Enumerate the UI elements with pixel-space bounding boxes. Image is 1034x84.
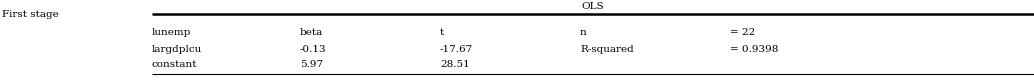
Text: t: t: [440, 28, 445, 37]
Text: lunemp: lunemp: [152, 28, 191, 37]
Text: constant: constant: [152, 60, 197, 69]
Text: R-squared: R-squared: [580, 45, 634, 54]
Text: beta: beta: [300, 28, 324, 37]
Text: -17.67: -17.67: [440, 45, 474, 54]
Text: First stage: First stage: [2, 10, 59, 19]
Text: 28.51: 28.51: [440, 60, 469, 69]
Text: -0.13: -0.13: [300, 45, 327, 54]
Text: OLS: OLS: [582, 2, 604, 11]
Text: largdplcu: largdplcu: [152, 45, 203, 54]
Text: 5.97: 5.97: [300, 60, 323, 69]
Text: = 22: = 22: [730, 28, 755, 37]
Text: = 0.9398: = 0.9398: [730, 45, 779, 54]
Text: n: n: [580, 28, 586, 37]
